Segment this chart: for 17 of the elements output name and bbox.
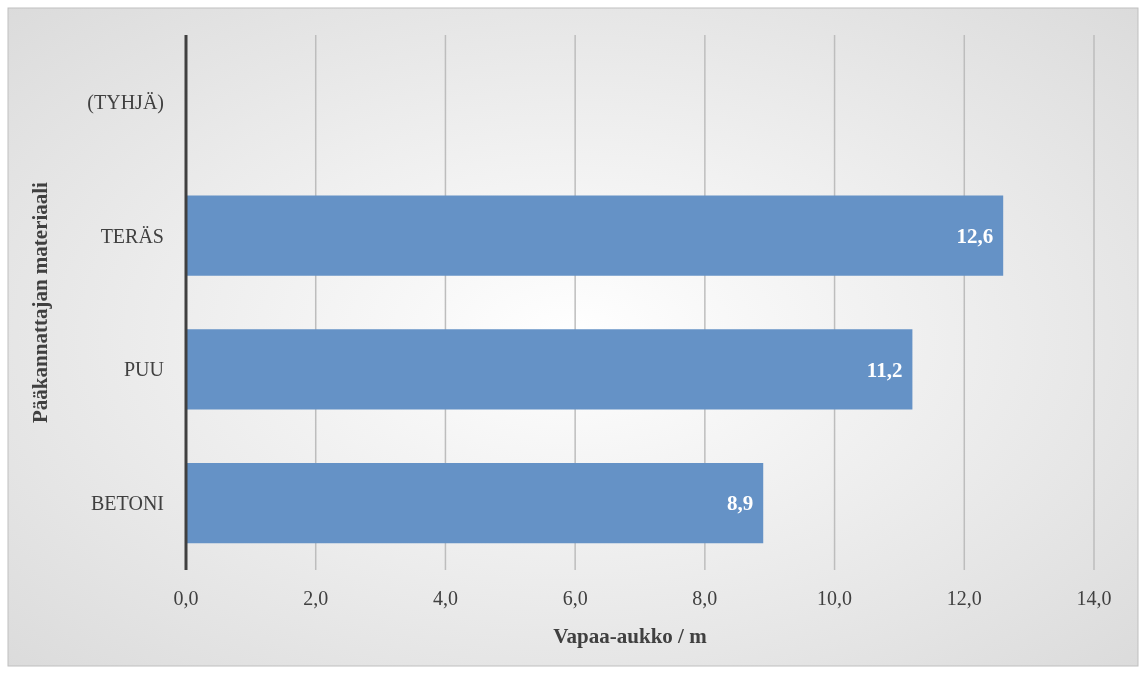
x-tick-label: 12,0 [946,587,982,609]
y-tick-label: PUU [123,358,165,381]
x-tick-label: 10,0 [817,587,853,609]
x-tick-label: 6,0 [562,587,588,609]
y-axis-title: Pääkannattajan materiaali [28,181,53,423]
x-tick-label: 14,0 [1076,587,1112,609]
x-axis-title: Vapaa-aukko / m [553,624,708,648]
x-tick-label: 4,0 [432,587,458,609]
x-tick-label: 2,0 [303,587,329,609]
y-tick-label: TERÄS [100,224,164,247]
data-label: 11,2 [866,357,903,382]
y-tick-label: BETONI [91,492,164,515]
x-tick-label: 0,0 [173,587,199,609]
data-label: 12,6 [956,223,994,248]
x-tick-label: 8,0 [692,587,718,609]
data-label: 8,9 [726,491,754,516]
y-tick-label: (TYHJÄ) [87,90,164,114]
